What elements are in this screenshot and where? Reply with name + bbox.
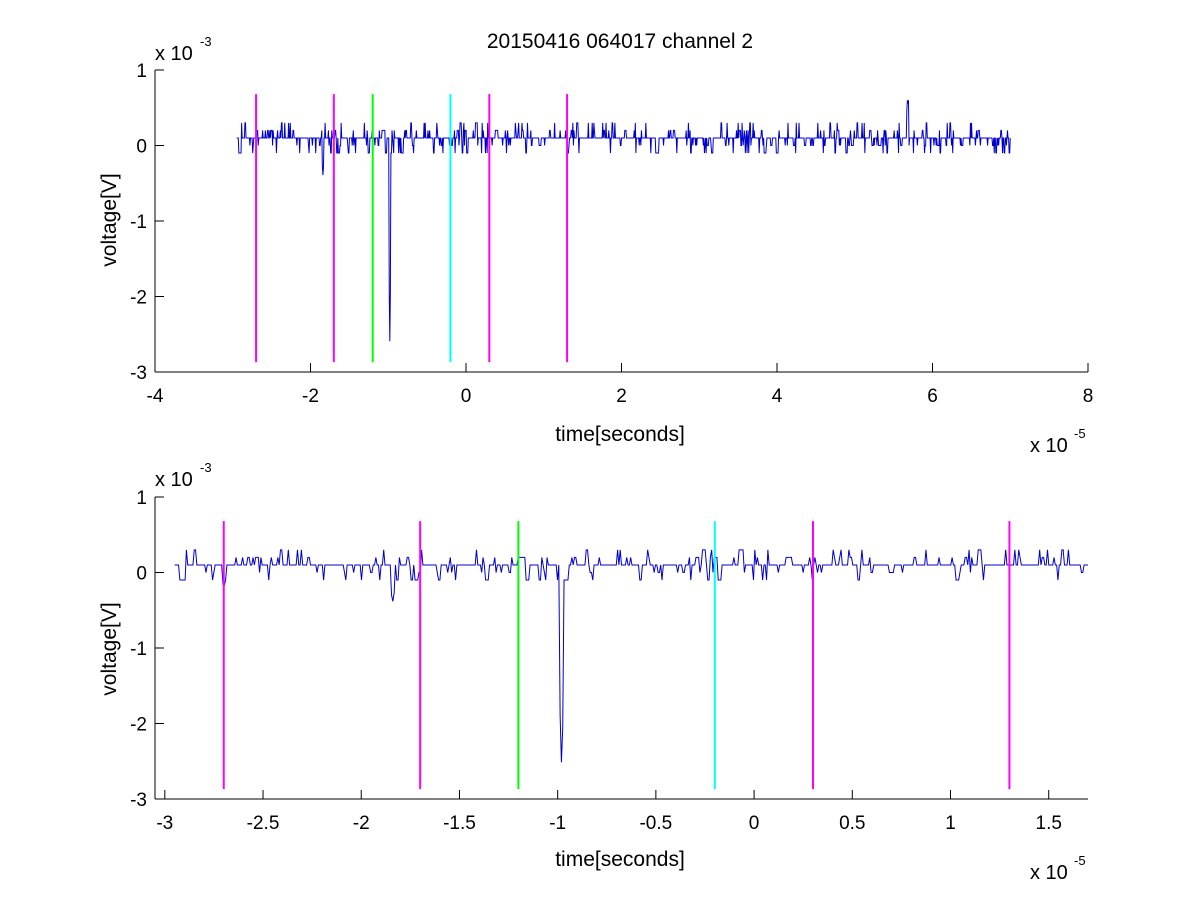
- bottom-y-multiplier: x 10 -3: [155, 460, 212, 491]
- top-y-multiplier-base: x 10: [155, 43, 193, 65]
- top-x-tick-label: 8: [1083, 386, 1094, 407]
- bottom-axes: [154, 497, 1088, 800]
- bottom-x-tick-label: -2: [353, 813, 370, 834]
- bottom-y-tick-label: 0: [136, 564, 147, 585]
- top-x-tick-label: 4: [772, 386, 783, 407]
- top-signal-group: [236, 100, 1011, 342]
- top-x-multiplier: x 10 -5: [1030, 426, 1086, 457]
- bottom-y-tick-label: -2: [130, 715, 147, 736]
- top-markers-group: [255, 94, 569, 363]
- bottom-signal-trace: [174, 549, 1088, 763]
- top-x-tick-label: 2: [616, 386, 627, 407]
- bottom-x-tick-label: -2.5: [247, 813, 280, 834]
- bottom-y-axis-label: voltage[V]: [98, 602, 121, 695]
- top-y-tick-label: -2: [130, 288, 147, 309]
- top-plot: 20150416 064017 channel 2 -4 -2 0 2 4 6 8-3-2-…: [98, 30, 1093, 457]
- bottom-y-multiplier-exp: -3: [200, 460, 212, 475]
- top-x-multiplier-base: x 10: [1030, 435, 1068, 457]
- bottom-x-tick-label: 0: [749, 813, 760, 834]
- bottom-markers-group: [222, 521, 1011, 790]
- plot-title: 20150416 064017 channel 2: [487, 30, 753, 53]
- bottom-y-tick-label: -1: [130, 639, 147, 660]
- top-x-tick-label: 6: [927, 386, 938, 407]
- top-y-multiplier-exp: -3: [200, 34, 212, 49]
- bottom-x-tick-label: 0.5: [839, 813, 865, 834]
- top-ticks-group: -4 -2 0 2 4 6 8 -3 -2 -1 0 1: [130, 61, 1093, 407]
- top-y-tick-label: -3: [130, 363, 147, 384]
- top-x-tick-label: -2: [302, 386, 319, 407]
- bottom-x-multiplier-base: x 10: [1030, 862, 1068, 884]
- top-y-tick-label: 1: [136, 61, 147, 82]
- top-y-multiplier: x 10 -3: [155, 34, 212, 65]
- bottom-x-tick-label: -0.5: [639, 813, 672, 834]
- bottom-x-tick-label: -1.5: [443, 813, 476, 834]
- bottom-y-tick-label: 1: [136, 488, 147, 509]
- top-y-axis-label: voltage[V]: [98, 173, 121, 266]
- top-x-tick-label: -4: [147, 386, 164, 407]
- bottom-x-tick-label: 1.5: [1036, 813, 1062, 834]
- bottom-x-multiplier: x 10 -5: [1030, 853, 1086, 884]
- top-x-tick-label: 0: [461, 386, 472, 407]
- top-axes: [154, 70, 1088, 373]
- bottom-x-multiplier-exp: -5: [1074, 853, 1086, 868]
- top-x-axis-label: time[seconds]: [555, 423, 685, 446]
- bottom-x-tick-label: -3: [156, 813, 173, 834]
- bottom-x-axis-label: time[seconds]: [555, 848, 685, 871]
- bottom-y-tick-label: -3: [130, 790, 147, 811]
- top-signal-trace: [236, 100, 1011, 342]
- bottom-y-multiplier-base: x 10: [155, 469, 193, 491]
- top-y-tick-label: -1: [130, 212, 147, 233]
- top-y-tick-label: 0: [136, 137, 147, 158]
- bottom-ticks-group: -3 -2.5 -2 -1.5 -1 -0.5 0 0.5 1 1.5 -3 -2 -1 0 1: [130, 488, 1062, 834]
- bottom-plot: -3 -2.5 -2 -1.5 -1 -0.5 0 0.5 1 1.5 -3 -2 -1 0 1 time[…: [98, 460, 1088, 884]
- bottom-signal-group: [174, 549, 1088, 763]
- bottom-x-tick-label: 1: [945, 813, 956, 834]
- bottom-x-tick-label: -1: [549, 813, 566, 834]
- top-x-multiplier-exp: -5: [1074, 426, 1086, 441]
